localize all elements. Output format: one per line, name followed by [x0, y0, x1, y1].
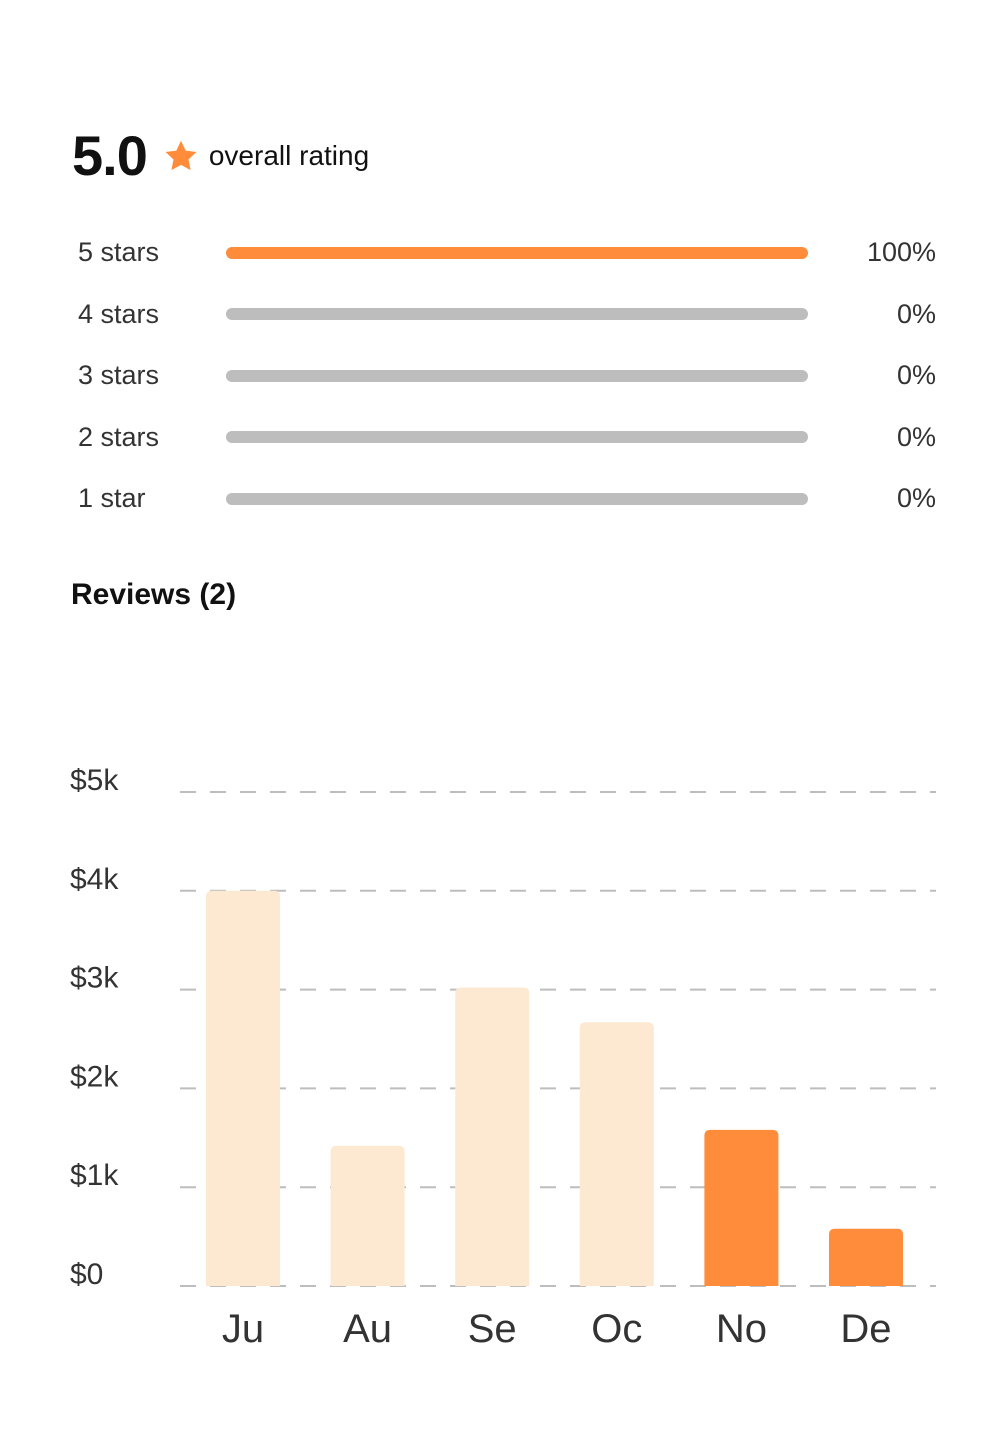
rating-bar-track	[226, 431, 808, 444]
x-tick-label: Au	[343, 1307, 392, 1351]
y-tick-label: $2k	[70, 1060, 119, 1093]
bar-se	[455, 987, 530, 1286]
overall-score: 5.0	[72, 124, 148, 187]
rating-row-4: 4 stars 0%	[78, 284, 936, 346]
rating-row-label: 5 stars	[78, 237, 160, 268]
rating-row-label: 3 stars	[78, 360, 160, 391]
rating-bar-fill	[226, 246, 808, 259]
y-tick-label: $5k	[70, 764, 119, 797]
rating-row-2: 2 stars 0%	[78, 407, 936, 469]
y-tick-label: $0	[70, 1258, 103, 1291]
rating-summary: 5.0 overall rating	[72, 128, 369, 184]
x-tick-label: Oc	[591, 1307, 642, 1351]
reviews-heading: Reviews (2)	[71, 578, 237, 611]
rating-bar-track	[226, 308, 808, 321]
bar-ju	[206, 890, 280, 1286]
bar-no	[704, 1129, 779, 1286]
bar-de	[829, 1228, 903, 1286]
rating-row-percent: 0%	[896, 360, 936, 391]
rating-breakdown: 5 stars 100% 4 stars 0% 3 stars 0% 2 sta…	[78, 222, 936, 530]
x-tick-label: No	[716, 1307, 767, 1351]
rating-row-1: 1 star 0%	[78, 468, 936, 530]
y-tick-label: $3k	[70, 962, 119, 995]
rating-row-5: 5 stars 100%	[78, 222, 936, 284]
rating-row-label: 2 stars	[78, 421, 160, 452]
rating-row-label: 1 star	[78, 483, 146, 514]
bar-au	[330, 1145, 405, 1286]
x-tick-label: Se	[468, 1307, 517, 1351]
rating-bar-track	[226, 246, 808, 259]
rating-row-3: 3 stars 0%	[78, 345, 936, 407]
rating-row-percent: 0%	[896, 421, 936, 452]
rating-row-percent: 0%	[896, 483, 936, 514]
rating-row-percent: 0%	[896, 298, 936, 329]
rating-bar-track	[226, 492, 808, 505]
y-tick-label: $1k	[70, 1159, 119, 1192]
star-icon	[165, 140, 197, 171]
rating-row-label: 4 stars	[78, 298, 160, 329]
rating-row-percent: 100%	[866, 237, 936, 268]
overall-rating-label: overall rating	[208, 140, 370, 171]
monthly-bar-chart: $0 $1k $2k $3k $4k $5k Ju Au Se Oc No De	[70, 764, 936, 1351]
x-tick-label: Ju	[222, 1307, 264, 1351]
x-tick-label: De	[840, 1307, 891, 1351]
bar-oc	[579, 1022, 654, 1286]
y-tick-label: $4k	[70, 863, 119, 896]
rating-bar-track	[226, 369, 808, 382]
